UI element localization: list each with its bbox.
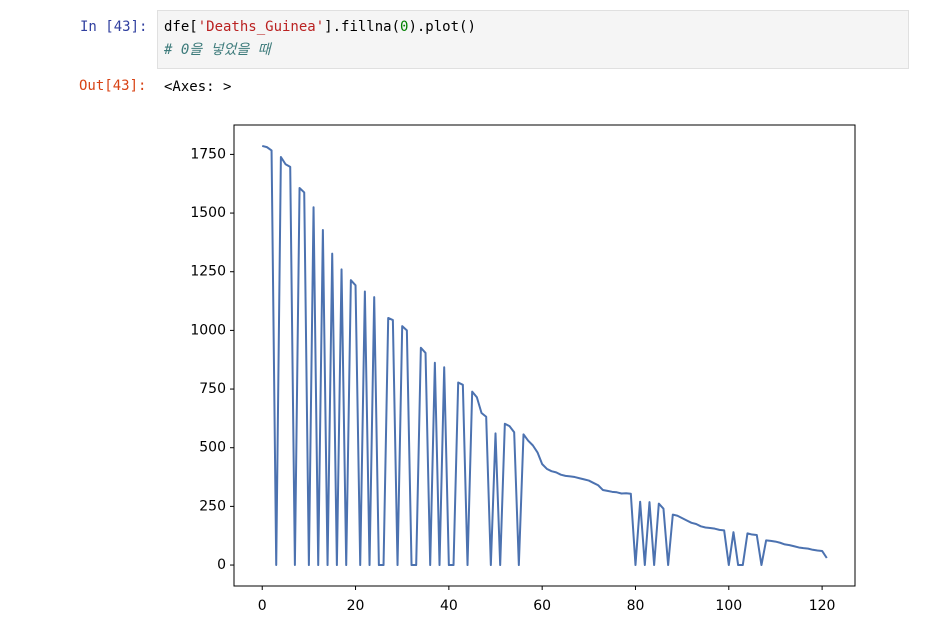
code-line: # 0을 넣었을 때 bbox=[164, 39, 271, 59]
in-prompt: In [43]: bbox=[80, 19, 148, 35]
x-tick-label: 60 bbox=[533, 598, 551, 614]
code-token: 'Deaths_Guinea' bbox=[197, 19, 325, 35]
x-tick-label: 80 bbox=[627, 598, 645, 614]
line bbox=[261, 144, 828, 567]
code-cell[interactable]: dfe['Deaths_Guinea'].fillna(0).plot() # … bbox=[157, 10, 909, 69]
y-tick-label: 1500 bbox=[190, 205, 226, 221]
y-tick-label: 750 bbox=[199, 381, 226, 397]
code-token: dfe[ bbox=[164, 19, 198, 35]
code-comment: # 0을 넣었을 때 bbox=[164, 42, 271, 58]
code-token: 0 bbox=[400, 19, 409, 35]
y-tick-label: 1250 bbox=[190, 264, 226, 280]
y-tick-label: 500 bbox=[199, 440, 226, 456]
plot-frame bbox=[233, 124, 856, 587]
x-tick-label: 20 bbox=[347, 598, 365, 614]
y-tick-label: 0 bbox=[217, 557, 226, 573]
output-text: <Axes: > bbox=[164, 79, 232, 95]
y-tick-label: 250 bbox=[199, 498, 226, 514]
x-tick-label: 0 bbox=[258, 598, 267, 614]
y-tick-label: 1750 bbox=[190, 146, 226, 162]
x-tick-label: 40 bbox=[440, 598, 458, 614]
out-prompt: Out[43]: bbox=[79, 78, 147, 94]
code-token: ).plot() bbox=[408, 19, 476, 35]
y-tick-label: 1000 bbox=[190, 322, 226, 338]
code-line: dfe['Deaths_Guinea'].fillna(0).plot() bbox=[164, 19, 476, 35]
x-tick-label: 120 bbox=[809, 598, 836, 614]
x-tick-label: 100 bbox=[715, 598, 742, 614]
code-token: ].fillna( bbox=[324, 19, 401, 35]
